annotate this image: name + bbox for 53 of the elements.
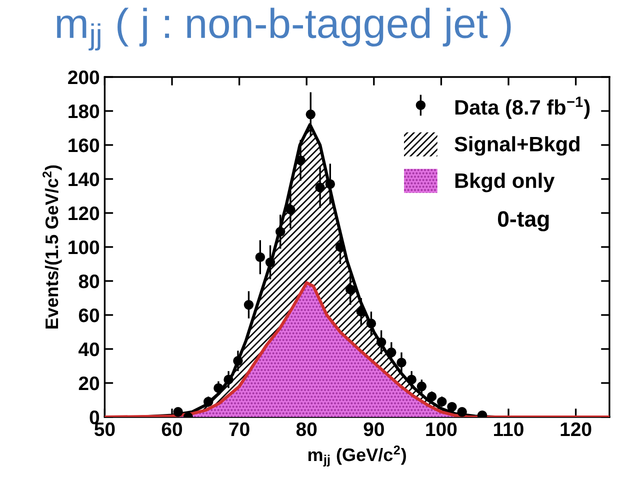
point [447, 402, 457, 412]
y-tick-label: 80 [78, 274, 100, 288]
y-tick-label: 160 [68, 138, 100, 152]
annotation: 0-tag [498, 211, 549, 232]
y-tick-label: 200 [68, 70, 100, 84]
point [265, 257, 276, 268]
point [275, 226, 286, 237]
point [416, 382, 427, 392]
point [325, 179, 336, 189]
x-tick-label: 110 [494, 422, 524, 436]
point [173, 407, 183, 417]
point [214, 383, 224, 393]
point [286, 204, 296, 214]
x-tick-label: 60 [162, 422, 182, 436]
x-tick-label: 100 [426, 422, 457, 436]
point [366, 318, 376, 328]
y-tick-label: 180 [68, 104, 100, 118]
point [376, 337, 386, 348]
point [224, 374, 234, 384]
point [386, 348, 396, 358]
legend-label: Signal+Bkgd [454, 136, 580, 156]
x-tick-label: 120 [560, 422, 592, 436]
x-tick-label: 50 [94, 422, 115, 436]
point [315, 182, 325, 192]
chart-title: m$_{jj}$ ( j : non-b-tagged jet ) [57, 8, 511, 51]
point [335, 242, 346, 252]
legend-label: Data (8.7 fb$^{−1}$) [455, 96, 590, 119]
legend-label: Bkgd only [455, 172, 555, 192]
x-tick-label: 70 [229, 422, 250, 436]
y-tick-label: 0 [90, 410, 100, 424]
y-tick-label: 60 [78, 308, 100, 322]
y-tick-label: 120 [68, 206, 100, 220]
point [356, 306, 366, 316]
x-tick-label: 90 [364, 422, 384, 436]
x-axis-title: m$_{jj}$ (GeV/c$^{2}$) [308, 446, 406, 467]
point [203, 396, 214, 407]
y-axis-title: Events/(1.5 GeV/c$^{2}$) [42, 165, 62, 328]
y-tick-label: 100 [68, 240, 100, 254]
y-tick-label: 20 [78, 376, 100, 390]
x-tick-label: 80 [296, 422, 317, 436]
point [296, 155, 306, 166]
point [244, 300, 254, 310]
point [306, 110, 316, 120]
point [457, 407, 467, 417]
point [426, 392, 437, 402]
point [255, 252, 266, 262]
point [437, 396, 447, 407]
y-tick-label: 40 [78, 342, 100, 356]
point [396, 358, 406, 368]
y-tick-label: 140 [68, 172, 100, 186]
point [406, 374, 416, 384]
point [345, 284, 356, 294]
point [233, 356, 243, 366]
